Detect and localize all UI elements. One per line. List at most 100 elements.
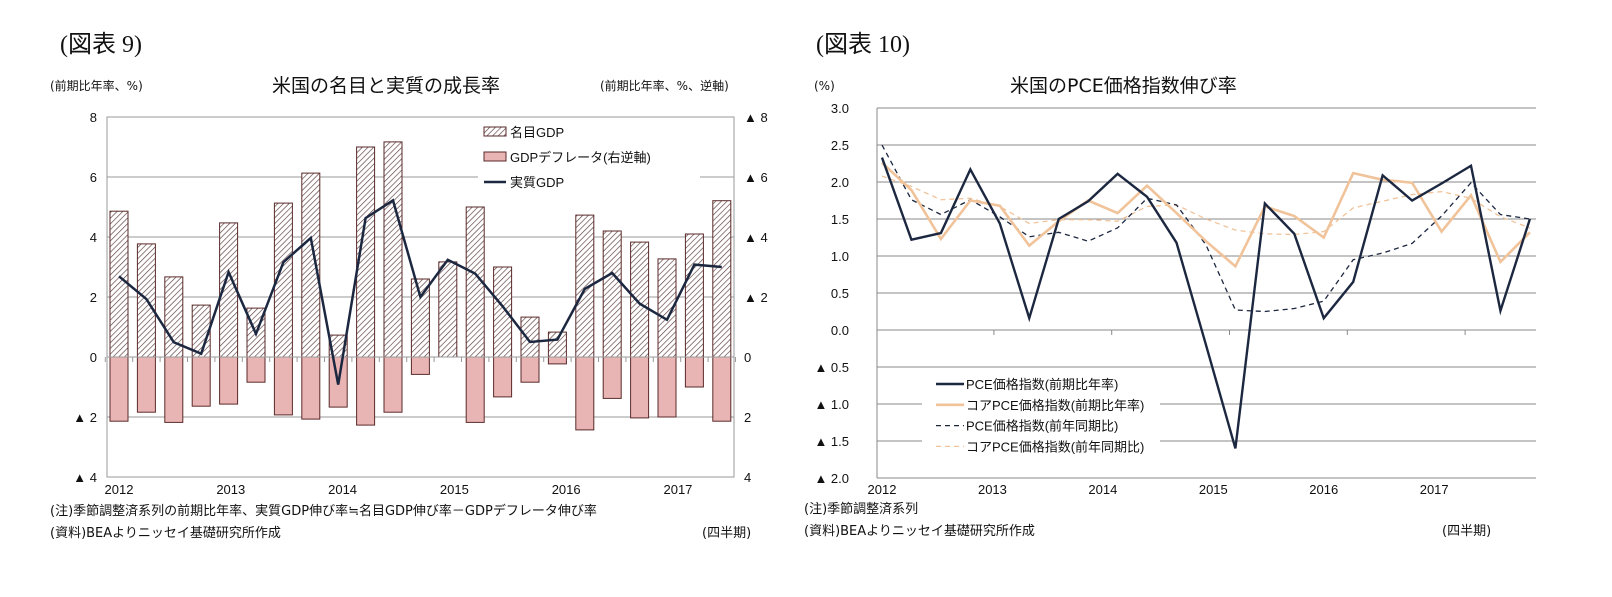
- figure-10-label: (図表 10): [816, 32, 910, 58]
- real-gdp-line: [118, 198, 722, 385]
- y-tick-label: 3.0: [831, 101, 849, 116]
- y-left-tick-label: 4: [90, 230, 97, 245]
- y-tick-label: ▲ 0.5: [814, 360, 849, 375]
- x-tick-label: 2015: [1199, 482, 1228, 497]
- y-right-tick-label: ▲ 4: [744, 230, 768, 245]
- chart2-xlabel: (四半期): [1442, 524, 1492, 539]
- chart1-source: (資料)BEAよりニッセイ基礎研究所作成: [50, 526, 281, 541]
- deflator-bar: [657, 356, 677, 418]
- deflator-bar: [301, 356, 321, 420]
- nominal-gdp-bar: [109, 210, 129, 358]
- y-tick-label: ▲ 2.0: [814, 471, 849, 486]
- y-right-tick-label: 0: [744, 350, 751, 365]
- y-tick-label: 2.5: [831, 138, 849, 153]
- legend-label: コアPCE価格指数(前期比年率): [966, 398, 1144, 413]
- legend-background: [922, 372, 1160, 454]
- y-tick-label: 1.0: [831, 249, 849, 264]
- deflator-bar: [520, 356, 540, 383]
- legend-deflator-label: GDPデフレータ(右逆軸): [510, 150, 651, 165]
- nominal-gdp-bar: [684, 233, 704, 358]
- y-tick-label: ▲ 1.0: [814, 397, 849, 412]
- y-right-tick-label: ▲ 8: [744, 110, 768, 125]
- deflator-bar: [602, 356, 622, 399]
- pce-yoy-line: [881, 144, 1530, 313]
- deflator-bar: [246, 356, 266, 383]
- deflator-bar: [410, 356, 430, 375]
- core-pce-qoq-line: [881, 161, 1531, 269]
- deflator-bar: [109, 356, 129, 422]
- nominal-gdp-bar: [630, 241, 650, 358]
- figure-9-label: (図表 9): [60, 32, 142, 58]
- nominal-gdp-bar: [602, 230, 622, 358]
- y-tick-label: 2.0: [831, 175, 849, 190]
- deflator-bar: [136, 356, 156, 413]
- chart1-note: (注)季節調整済系列の前期比年率、実質GDP伸び率≒名目GDP伸び率－GDPデフ…: [50, 504, 597, 519]
- deflator-bar: [630, 356, 650, 419]
- chart2-unit: (%): [814, 79, 835, 93]
- y-left-tick-label: 6: [90, 170, 97, 185]
- deflator-bar: [712, 356, 732, 422]
- deflator-bar: [465, 356, 485, 423]
- y-left-tick-label: 0: [90, 350, 97, 365]
- x-tick-label: 2016: [552, 482, 581, 497]
- deflator-bar: [383, 356, 403, 413]
- nominal-gdp-bar: [438, 261, 458, 358]
- deflator-bar: [191, 356, 211, 407]
- legend-label: コアPCE価格指数(前年同期比): [966, 439, 1144, 454]
- plot-border: [106, 116, 735, 478]
- x-tick-label: 2016: [1309, 482, 1338, 497]
- y-left-tick-label: 2: [90, 290, 97, 305]
- chart1-left-unit: (前期比年率、%): [50, 79, 143, 93]
- nominal-gdp-bar: [547, 331, 567, 358]
- x-tick-label: 2017: [1420, 482, 1449, 497]
- deflator-bar: [164, 356, 184, 423]
- deflator-bar: [684, 356, 704, 388]
- legend-label: PCE価格指数(前期比年率): [966, 377, 1118, 392]
- deflator-bar: [219, 356, 239, 405]
- legend-deflator-swatch: [483, 151, 507, 162]
- y-left-tick-label: ▲ 4: [73, 470, 97, 485]
- chart2-source: (資料)BEAよりニッセイ基礎研究所作成: [804, 524, 1035, 539]
- deflator-bar: [356, 356, 376, 426]
- x-tick-label: 2013: [216, 482, 245, 497]
- legend-nominal-swatch: [483, 126, 507, 137]
- y-tick-label: 0.0: [831, 323, 849, 338]
- nominal-gdp-bar: [383, 141, 403, 358]
- chart1-right-unit: (前期比年率、%、逆軸): [600, 79, 729, 93]
- legend-background: [478, 120, 700, 196]
- y-right-tick-label: 2: [744, 410, 751, 425]
- pce-qoq-line: [880, 157, 1532, 449]
- deflator-bar: [493, 356, 513, 398]
- nominal-gdp-bar: [410, 278, 430, 358]
- legend-nominal-label: 名目GDP: [510, 125, 564, 140]
- y-right-tick-label: ▲ 6: [744, 170, 768, 185]
- legend-real-label: 実質GDP: [510, 175, 564, 190]
- x-tick-label: 2014: [1088, 482, 1117, 497]
- nominal-gdp-bar: [712, 200, 732, 358]
- nominal-gdp-bar: [520, 316, 540, 358]
- deflator-bar: [547, 356, 567, 365]
- deflator-bar: [273, 356, 293, 416]
- x-tick-label: 2015: [440, 482, 469, 497]
- y-right-tick-label: ▲ 2: [744, 290, 768, 305]
- x-tick-label: 2014: [328, 482, 357, 497]
- x-tick-label: 2012: [868, 482, 897, 497]
- y-right-tick-label: 4: [744, 470, 751, 485]
- nominal-gdp-bar: [493, 266, 513, 358]
- y-left-tick-label: 8: [90, 110, 97, 125]
- x-tick-label: 2013: [978, 482, 1007, 497]
- chart1-xlabel: (四半期): [702, 526, 752, 541]
- y-tick-label: 1.5: [831, 212, 849, 227]
- chart2-title: 米国のPCE価格指数伸び率: [1010, 75, 1237, 97]
- x-tick-label: 2012: [105, 482, 134, 497]
- legend-label: PCE価格指数(前年同期比): [966, 419, 1118, 434]
- chart2-note: (注)季節調整済系列: [804, 502, 919, 517]
- chart1-title: 米国の名目と実質の成長率: [272, 75, 501, 97]
- y-tick-label: 0.5: [831, 286, 849, 301]
- y-tick-label: ▲ 1.5: [814, 434, 849, 449]
- x-tick-label: 2017: [663, 482, 692, 497]
- y-left-tick-label: ▲ 2: [73, 410, 97, 425]
- deflator-bar: [575, 356, 595, 431]
